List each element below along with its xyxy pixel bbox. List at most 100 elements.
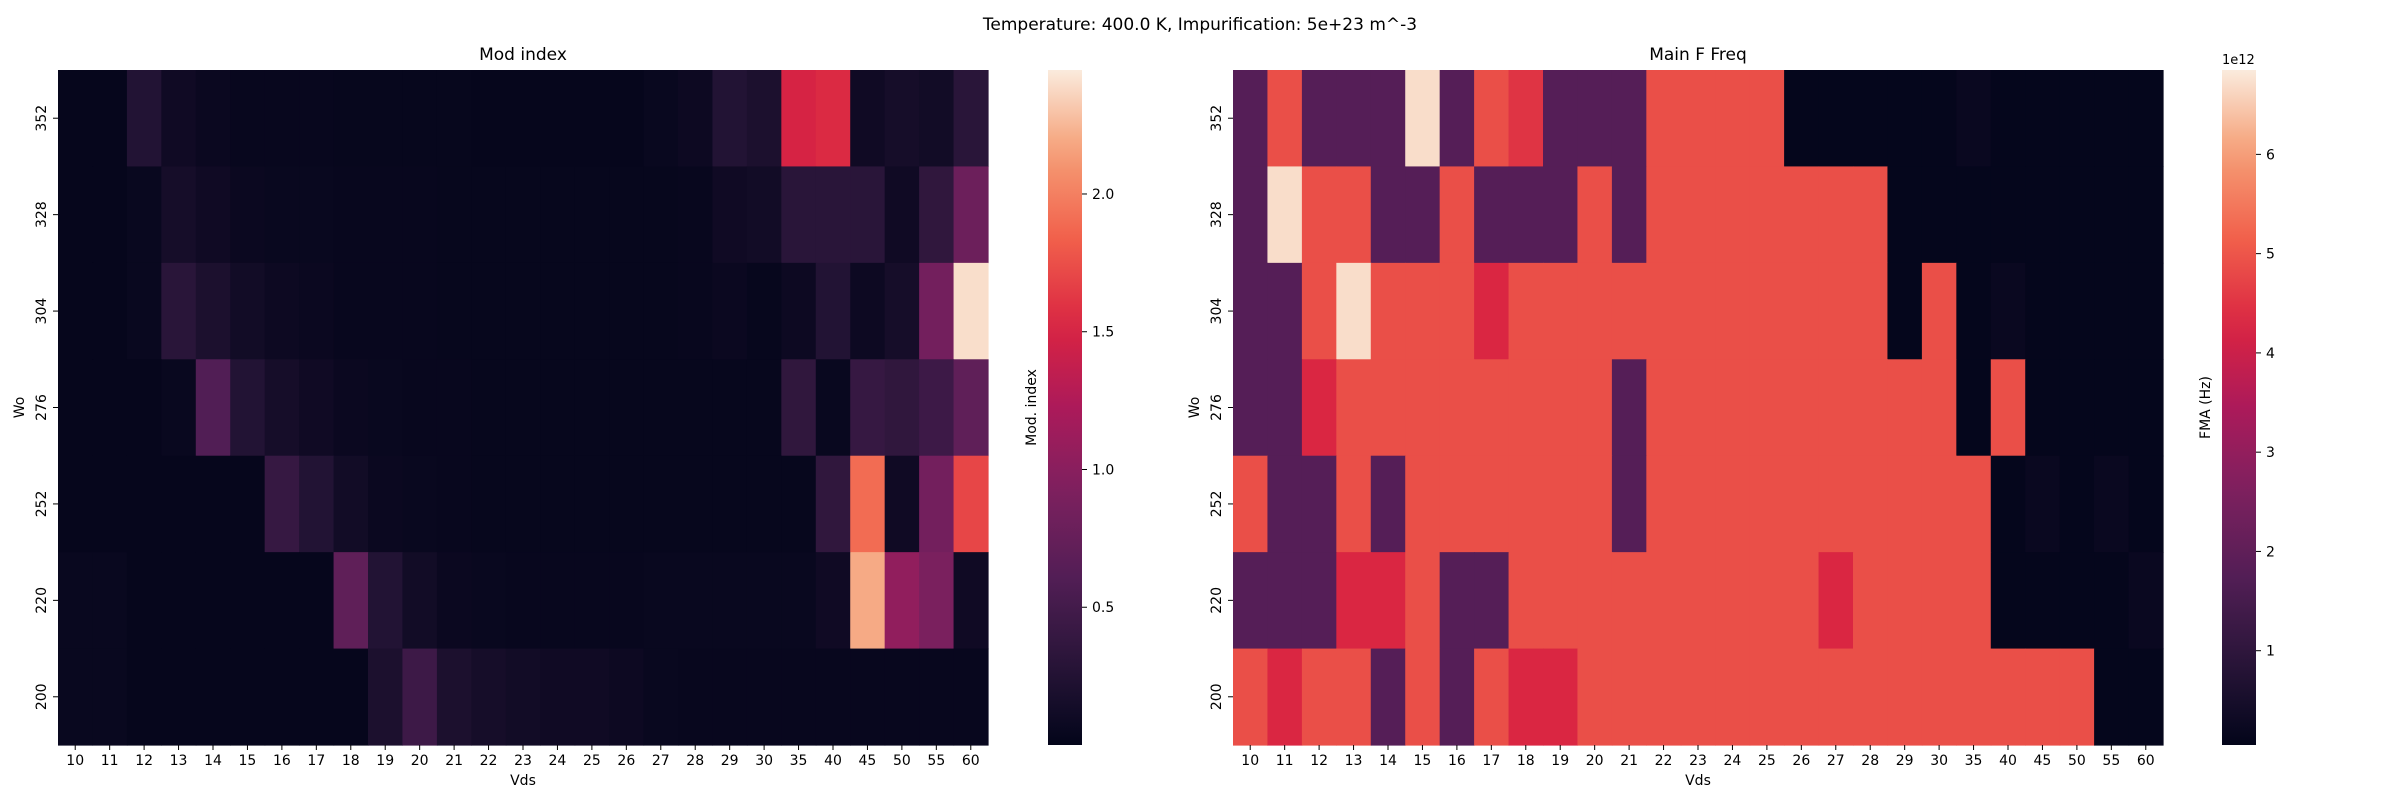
x-tick-label: 60: [2137, 753, 2155, 769]
heatmap-cell: [2059, 552, 2095, 650]
heatmap-cell: [1990, 70, 2026, 168]
heatmap-cell: [195, 455, 231, 553]
heatmap-cell: [471, 166, 507, 264]
heatmap-cell: [195, 648, 231, 746]
heatmap-cell: [850, 648, 886, 746]
heatmap-cell: [1990, 166, 2026, 264]
heatmap-cell: [368, 70, 404, 168]
heatmap-cell: [1887, 166, 1923, 264]
heatmap-cell: [126, 359, 162, 457]
x-tick-label: 26: [617, 753, 635, 769]
heatmap-cell: [1749, 70, 1785, 168]
heatmap-cell: [1715, 166, 1751, 264]
heatmap-cell: [471, 552, 507, 650]
heatmap-cell: [195, 262, 231, 360]
heatmap-cell: [1508, 455, 1544, 553]
heatmap-cell: [1990, 648, 2026, 746]
heatmap-cell: [1956, 262, 1992, 360]
heatmap-cell: [126, 262, 162, 360]
heatmap-cell: [230, 166, 266, 264]
heatmap-cells: [58, 70, 989, 746]
heatmap-cell: [540, 455, 576, 553]
heatmap-cell: [1301, 648, 1337, 746]
heatmap-cell: [884, 70, 920, 168]
heatmap-cell: [230, 359, 266, 457]
x-tick-label: 17: [1482, 753, 1500, 769]
heatmap-cell: [850, 552, 886, 650]
heatmap-cell: [1956, 455, 1992, 553]
heatmap-cell: [884, 166, 920, 264]
heatmap-cell: [1508, 262, 1544, 360]
x-tick-label: 22: [1655, 753, 1673, 769]
heatmap-cell: [1646, 70, 1682, 168]
heatmap-cell: [58, 455, 94, 553]
heatmap-cell: [505, 552, 541, 650]
heatmap-cell: [1956, 166, 1992, 264]
heatmap-cell: [92, 166, 128, 264]
y-tick-label: 276: [1209, 394, 1225, 421]
heatmap-cell: [1853, 648, 1889, 746]
x-tick-label: 15: [239, 753, 257, 769]
heatmap-cell: [1646, 262, 1682, 360]
heatmap-cell: [1818, 455, 1854, 553]
heatmap-cell: [1887, 262, 1923, 360]
heatmap-cell: [815, 70, 851, 168]
figure-title: Temperature: 400.0 K, Impurification: 5e…: [982, 15, 1417, 35]
x-tick-label: 11: [1276, 753, 1294, 769]
colorbar-tick-label: 1.5: [1092, 325, 1114, 341]
heatmap-cell: [609, 166, 645, 264]
heatmap-cell: [436, 455, 472, 553]
heatmap-cell: [919, 455, 955, 553]
x-tick-label: 22: [480, 753, 498, 769]
x-tick-label: 20: [411, 753, 429, 769]
colorbar-label: FMA (Hz): [2198, 376, 2214, 439]
heatmap-cell: [1267, 262, 1303, 360]
heatmap-cell: [2128, 166, 2164, 264]
heatmap-cell: [540, 262, 576, 360]
heatmap-cell: [2025, 359, 2061, 457]
y-tick-label: 328: [34, 201, 50, 228]
heatmap-cell: [58, 359, 94, 457]
heatmap-cell: [1990, 359, 2026, 457]
x-tick-label: 13: [170, 753, 188, 769]
heatmap-cell: [92, 262, 128, 360]
heatmap-cell: [264, 552, 300, 650]
heatmap-cell: [1267, 166, 1303, 264]
heatmap-cell: [781, 262, 817, 360]
heatmap-cell: [2025, 552, 2061, 650]
heatmap-cell: [1301, 455, 1337, 553]
heatmap-cell: [1680, 70, 1716, 168]
heatmap-cell: [505, 359, 541, 457]
heatmap-cell: [161, 262, 197, 360]
heatmap-cell: [746, 455, 782, 553]
heatmap-cell: [1749, 166, 1785, 264]
heatmap-cell: [540, 166, 576, 264]
colorbar-tick-label: 6: [2266, 147, 2275, 163]
heatmap-cell: [1611, 262, 1647, 360]
x-tick-label: 14: [1379, 753, 1397, 769]
heatmap-cell: [1990, 552, 2026, 650]
heatmap-cell: [402, 359, 438, 457]
heatmap-cell: [953, 552, 989, 650]
y-tick-label: 352: [1209, 105, 1225, 132]
x-tick-label: 21: [445, 753, 463, 769]
heatmap-cell: [1508, 70, 1544, 168]
colorbar: [1048, 70, 1082, 745]
heatmap-cell: [1474, 166, 1510, 264]
heatmap-cell: [2128, 359, 2164, 457]
heatmap-cell: [368, 262, 404, 360]
x-tick-label: 24: [1724, 753, 1742, 769]
heatmap-cell: [643, 455, 679, 553]
x-tick-label: 13: [1345, 753, 1363, 769]
heatmap-cell: [1508, 552, 1544, 650]
heatmap-cell: [1439, 166, 1475, 264]
heatmap-cell: [1956, 552, 1992, 650]
heatmap-cell: [368, 166, 404, 264]
heatmap-cell: [2094, 552, 2130, 650]
heatmap-cell: [1990, 455, 2026, 553]
heatmap-cell: [264, 455, 300, 553]
heatmap-cell: [333, 648, 369, 746]
heatmap-cell: [884, 359, 920, 457]
heatmap-cell: [402, 455, 438, 553]
heatmap-cell: [195, 70, 231, 168]
